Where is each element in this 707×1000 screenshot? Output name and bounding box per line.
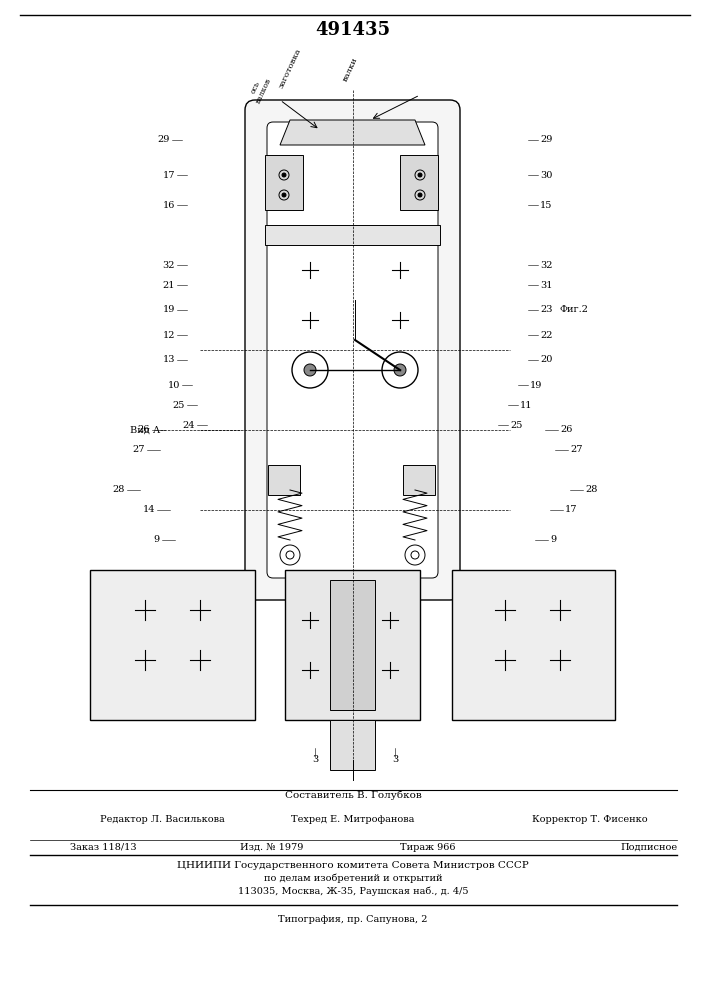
Text: 27: 27 [132, 446, 145, 454]
Bar [265, 155, 303, 210]
Circle shape [418, 173, 422, 177]
Text: 30: 30 [540, 170, 552, 180]
Text: 10: 10 [168, 380, 180, 389]
Polygon shape [90, 570, 255, 720]
FancyBboxPatch shape [267, 122, 438, 578]
Text: 20: 20 [540, 356, 552, 364]
Text: 17: 17 [565, 506, 578, 514]
Bar [330, 580, 375, 710]
Text: ось
валков: ось валков [247, 73, 274, 105]
Text: 9: 9 [550, 536, 556, 544]
Bar [285, 570, 420, 720]
Text: Вид А: Вид А [130, 426, 160, 434]
Text: 24: 24 [182, 420, 195, 430]
Text: заготовка: заготовка [277, 47, 303, 90]
Text: 491435: 491435 [315, 21, 390, 39]
Text: ЦНИИПИ Государственного комитета Совета Министров СССР: ЦНИИПИ Государственного комитета Совета … [177, 860, 529, 869]
Text: 14: 14 [143, 506, 155, 514]
Circle shape [418, 193, 422, 197]
Circle shape [282, 193, 286, 197]
Text: 25: 25 [510, 420, 522, 430]
Text: 27: 27 [570, 446, 583, 454]
Text: 19: 19 [163, 306, 175, 314]
Text: 23: 23 [540, 306, 552, 314]
Text: 26: 26 [560, 426, 573, 434]
Text: 17: 17 [163, 170, 175, 180]
Bar [403, 465, 435, 495]
Text: Тираж 966: Тираж 966 [400, 842, 455, 852]
Text: 12: 12 [163, 330, 175, 340]
Circle shape [304, 364, 316, 376]
Text: Изд. № 1979: Изд. № 1979 [240, 842, 303, 852]
Text: 113035, Москва, Ж-35, Раушская наб., д. 4/5: 113035, Москва, Ж-35, Раушская наб., д. … [238, 886, 468, 896]
Text: по делам изобретений и открытий: по делам изобретений и открытий [264, 873, 443, 883]
Text: 13: 13 [163, 356, 175, 364]
Text: 26: 26 [138, 426, 150, 434]
Bar [268, 465, 300, 495]
Polygon shape [280, 120, 425, 145]
Text: 19: 19 [530, 380, 542, 389]
Text: 11: 11 [520, 400, 532, 410]
Text: Составитель В. Голубков: Составитель В. Голубков [285, 790, 421, 800]
Text: 29: 29 [158, 135, 170, 144]
Text: 29: 29 [540, 135, 552, 144]
Text: Фиг.2: Фиг.2 [560, 306, 589, 314]
Text: 3: 3 [312, 756, 318, 764]
Text: 32: 32 [163, 260, 175, 269]
Bar [330, 720, 375, 770]
Text: валки: валки [341, 56, 359, 83]
Text: 3: 3 [392, 756, 398, 764]
Text: 16: 16 [163, 200, 175, 210]
Text: Техред Е. Митрофанова: Техред Е. Митрофанова [291, 816, 415, 824]
Text: 25: 25 [173, 400, 185, 410]
Text: Редактор Л. Василькова: Редактор Л. Василькова [100, 816, 225, 824]
Circle shape [394, 364, 406, 376]
Polygon shape [452, 570, 615, 720]
Text: Типография, пр. Сапунова, 2: Типография, пр. Сапунова, 2 [279, 916, 428, 924]
FancyBboxPatch shape [245, 100, 460, 600]
Text: 22: 22 [540, 330, 552, 340]
Text: 31: 31 [540, 280, 552, 290]
Bar [400, 155, 438, 210]
Text: Заказ 118/13: Заказ 118/13 [70, 842, 136, 852]
Text: Корректор Т. Фисенко: Корректор Т. Фисенко [532, 816, 648, 824]
Text: 15: 15 [540, 200, 552, 210]
Text: 32: 32 [540, 260, 552, 269]
Text: 9: 9 [154, 536, 160, 544]
Text: 21: 21 [163, 280, 175, 290]
Text: 28: 28 [585, 486, 597, 494]
Circle shape [282, 173, 286, 177]
Text: 28: 28 [112, 486, 125, 494]
Text: Подписное: Подписное [620, 842, 677, 852]
Bar [265, 225, 440, 245]
